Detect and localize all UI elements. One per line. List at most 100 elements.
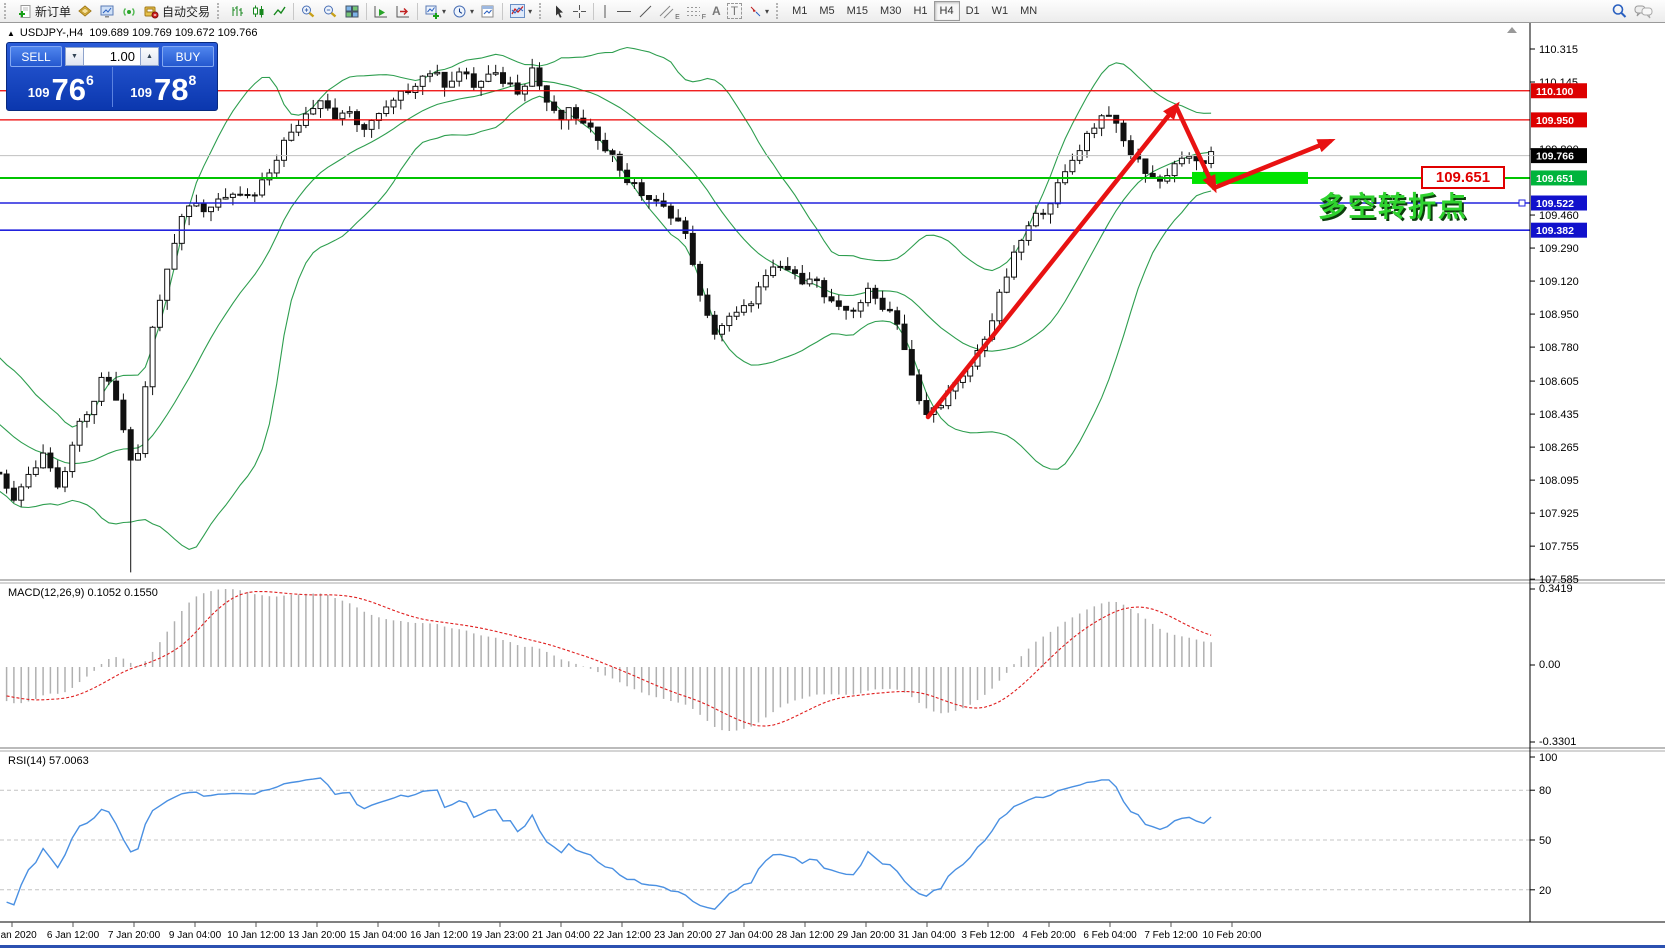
timeframe-button-H1[interactable]: H1	[913, 5, 928, 17]
bear-candle	[120, 399, 127, 431]
price-tick-label: 107.755	[1539, 541, 1579, 553]
timeframe-button-M30[interactable]: M30	[880, 5, 902, 17]
time-axis-label: 27 Jan 04:00	[715, 930, 773, 941]
periods-dropdown[interactable]: ▾	[449, 1, 477, 21]
volume-decrease-button[interactable]: ▼	[65, 47, 84, 66]
fibonacci-sub-label: F	[701, 14, 707, 21]
volume-increase-button[interactable]: ▲	[140, 47, 159, 66]
buy-price-big: 78	[153, 72, 189, 107]
bear-candle	[653, 198, 660, 202]
green-support-zone[interactable]	[1192, 171, 1308, 184]
text-tool-button[interactable]: A	[709, 1, 724, 21]
timeframe-button-M5[interactable]: M5	[819, 5, 835, 17]
hline-handle[interactable]	[1518, 199, 1526, 207]
autoscroll-button[interactable]	[370, 1, 392, 21]
buy-price[interactable]: 109 78 8	[113, 67, 215, 107]
chat-button[interactable]	[1631, 1, 1657, 21]
line-chart-button[interactable]	[269, 1, 290, 21]
timeframe-button-M15[interactable]: M15	[846, 5, 869, 17]
toolbar-grip[interactable]	[539, 3, 546, 19]
arrows-tool-dropdown[interactable]: ▾	[745, 1, 772, 21]
time-axis-label: 10 Jan 12:00	[227, 930, 285, 941]
market-watch-button[interactable]	[96, 1, 118, 21]
bear-candle	[0, 471, 3, 475]
indicators-dropdown[interactable]: ▾	[506, 1, 535, 21]
timeframe-button-H4[interactable]: H4	[933, 1, 960, 21]
bear-candle	[251, 194, 258, 197]
timeframe-button-W1[interactable]: W1	[991, 5, 1009, 17]
collapse-panel-arrow[interactable]: ▲	[7, 29, 15, 38]
cursor-tool-button[interactable]	[549, 1, 569, 21]
sell-price[interactable]: 109 76 6	[10, 67, 113, 107]
bull-candle	[492, 72, 499, 75]
trendline-tool-button[interactable]	[635, 1, 656, 21]
bull-candle	[83, 414, 90, 422]
zoom-out-button[interactable]	[319, 1, 341, 21]
bull-candle	[339, 112, 346, 120]
tile-windows-button[interactable]	[341, 1, 363, 21]
price-tick-label: 108.265	[1539, 442, 1579, 454]
bear-candle	[916, 374, 923, 402]
trend-arrow-2[interactable]	[1173, 104, 1217, 194]
sell-button[interactable]: SELL	[10, 46, 62, 67]
trend-arrow-1[interactable]	[925, 101, 1180, 420]
buy-button[interactable]: BUY	[162, 46, 214, 67]
candlestick-chart-button[interactable]	[248, 1, 269, 21]
horizontal-lines[interactable]	[0, 90, 1530, 231]
toolbar-grip[interactable]	[776, 3, 783, 19]
timeframe-button-D1[interactable]: D1	[965, 5, 980, 17]
bear-candle	[551, 101, 558, 111]
timeframe-button-M1[interactable]: M1	[792, 5, 808, 17]
bull-candle	[412, 85, 419, 93]
crosshair-tool-button[interactable]	[569, 1, 590, 21]
bull-candle	[456, 71, 463, 82]
time-axis-label: 3 Feb 12:00	[961, 930, 1015, 941]
bull-candle	[266, 172, 273, 181]
volume-field[interactable]: 1.00	[84, 47, 140, 66]
autotrade-button[interactable]: 自动交易	[140, 1, 213, 21]
vertical-line-tool-button[interactable]	[597, 1, 613, 21]
label-tool-button[interactable]: T	[724, 1, 745, 21]
bear-candle	[105, 376, 112, 382]
bull-candle	[368, 119, 375, 130]
timeframe-button-MN[interactable]: MN	[1020, 5, 1038, 17]
time-axis-label: 15 Jan 04:00	[349, 930, 407, 941]
bull-candle	[521, 85, 528, 95]
search-button[interactable]	[1608, 1, 1631, 21]
bull-candle	[390, 99, 397, 108]
vertical-line-icon	[600, 4, 610, 19]
indicator-panes	[0, 589, 1530, 910]
bull-candle	[91, 400, 98, 416]
chart-shift-marker[interactable]	[1507, 27, 1517, 33]
templates-button[interactable]	[477, 1, 499, 21]
bear-candle	[675, 217, 682, 222]
bear-candle	[624, 169, 631, 184]
horizontal-line-tool-button[interactable]	[613, 1, 635, 21]
annotations[interactable]	[925, 101, 1336, 420]
window-bottom-strip	[0, 945, 1665, 948]
trend-arrow-3[interactable]	[1211, 138, 1336, 191]
profiles-button[interactable]	[74, 1, 96, 21]
turning-point-note[interactable]: 多空转折点	[1318, 191, 1469, 222]
time-axis-label: 31 Jan 04:00	[898, 930, 956, 941]
new-chart-dropdown[interactable]: ▾	[421, 1, 449, 21]
bull-candle	[1098, 115, 1105, 129]
bull-candle	[719, 325, 725, 335]
bar-chart-button[interactable]	[227, 1, 248, 21]
zoom-in-button[interactable]	[297, 1, 319, 21]
channel-tool-button[interactable]: E	[656, 1, 683, 21]
candles	[0, 58, 1215, 573]
time-axis-label: 4 Feb 20:00	[1022, 930, 1076, 941]
bull-candle	[748, 303, 755, 307]
sell-price-big: 76	[51, 72, 86, 107]
price-flag-109651[interactable]: 109.651	[1421, 166, 1505, 189]
chart-shift-button[interactable]	[392, 1, 414, 21]
price-badge-label: 109.766	[1536, 151, 1574, 163]
new-order-button[interactable]: 新订单	[14, 1, 74, 21]
toolbar-grip[interactable]	[217, 3, 224, 19]
signals-button[interactable]	[118, 1, 140, 21]
toolbar-grip[interactable]	[4, 3, 11, 19]
fibonacci-tool-button[interactable]: F	[683, 1, 709, 21]
bull-candle	[427, 73, 433, 77]
